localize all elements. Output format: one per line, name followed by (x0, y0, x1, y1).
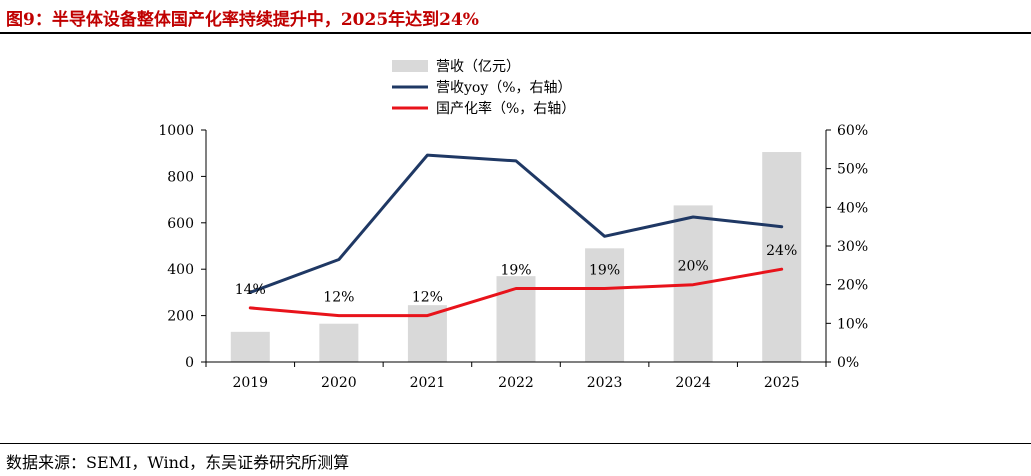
legend-label-revenue: 营收（亿元） (436, 59, 520, 75)
legend-label-rate: 国产化率（%，右轴） (436, 100, 575, 117)
left-tick-label: 400 (167, 262, 194, 278)
legend-label-yoy: 营收yoy（%，右轴） (436, 80, 572, 96)
right-tick-label: 40% (837, 200, 868, 216)
left-tick-label: 600 (167, 216, 194, 232)
x-tick-label: 2022 (498, 375, 534, 391)
rate-data-label: 12% (323, 290, 354, 306)
right-tick-label: 20% (837, 278, 868, 294)
source-note: 数据来源：SEMI，Wind，东吴证券研究所测算 (6, 453, 350, 472)
revenue-bar (585, 248, 625, 362)
rate-data-label: 24% (766, 243, 797, 259)
left-tick-label: 800 (167, 169, 194, 185)
left-tick-label: 200 (167, 309, 194, 325)
left-tick-label: 0 (185, 355, 194, 371)
left-tick-label: 1000 (158, 123, 194, 139)
right-tick-label: 10% (837, 316, 868, 332)
footer-divider (0, 443, 1031, 444)
legend-swatch-revenue (392, 60, 428, 72)
x-tick-label: 2025 (764, 375, 800, 391)
rate-data-label: 12% (412, 290, 443, 306)
x-tick-label: 2020 (321, 375, 357, 391)
revenue-bar (762, 152, 802, 362)
chart-title: 图9：半导体设备整体国产化率持续提升中，2025年达到24% (6, 10, 479, 30)
x-tick-label: 2023 (587, 375, 623, 391)
rate-data-label: 14% (235, 282, 266, 298)
right-tick-label: 60% (837, 123, 868, 139)
revenue-bar (319, 323, 359, 362)
rate-data-label: 19% (500, 263, 531, 279)
revenue-bar (230, 331, 270, 362)
x-tick-label: 2021 (410, 375, 446, 391)
rate-data-label: 20% (678, 259, 709, 275)
revenue-bar (496, 276, 536, 362)
title-divider (0, 32, 1031, 34)
revenue-bar (407, 305, 447, 362)
right-tick-label: 50% (837, 162, 868, 178)
right-tick-label: 30% (837, 239, 868, 255)
x-tick-label: 2019 (232, 375, 268, 391)
x-tick-label: 2024 (675, 375, 711, 391)
localization-rate-line (248, 267, 784, 318)
rate-data-label: 19% (589, 263, 620, 279)
right-tick-label: 0% (837, 355, 859, 371)
revenue-yoy-line (248, 153, 784, 294)
